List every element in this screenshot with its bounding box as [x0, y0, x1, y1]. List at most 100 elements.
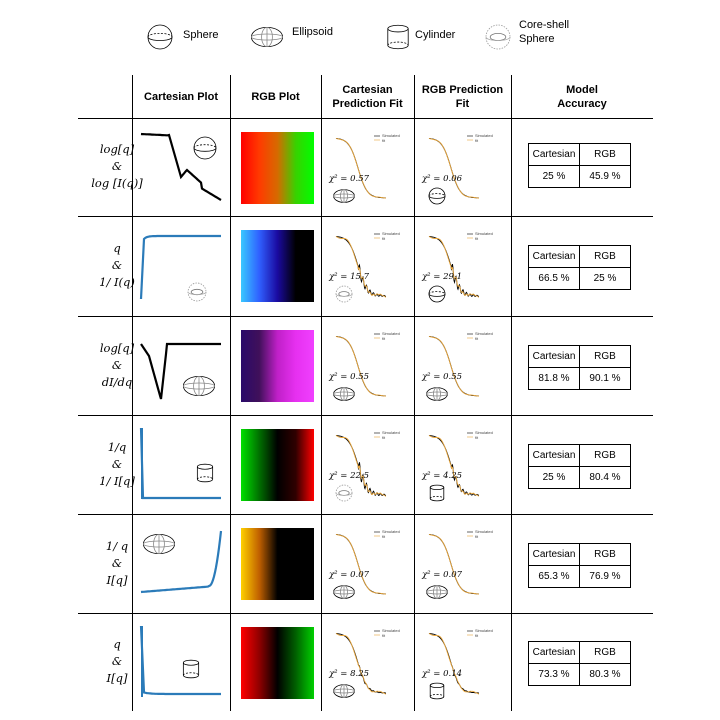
row-divider — [78, 216, 653, 217]
chi-squared-value: χ² = 15.7 — [329, 272, 370, 282]
chi-squared-value: χ² = 8.25 — [329, 669, 370, 679]
legend-fit: fit — [475, 633, 479, 638]
rgb-fit-plot — [428, 135, 480, 205]
legend-label: Ellipsoid — [292, 26, 333, 38]
row-label: q & I[q] — [78, 636, 156, 687]
legend-simulated: Simulated — [382, 331, 400, 336]
simulated-curve — [335, 235, 386, 297]
core-shell-icon — [335, 285, 353, 303]
fit-legend: Simulated fit — [382, 430, 400, 440]
fit-legend: Simulated fit — [382, 133, 400, 143]
chi-squared-value: χ² = 0.06 — [422, 174, 463, 184]
cartesian-accuracy: 25 % — [528, 165, 580, 188]
row-label-line: & — [111, 456, 123, 471]
sphere-icon — [428, 187, 446, 205]
row-divider — [78, 415, 653, 416]
legend-core-shell-sphere: Core-shell Sphere — [483, 14, 593, 60]
header-model-accuracy: Model Accuracy — [557, 84, 607, 110]
legend-simulated: Simulated — [382, 529, 400, 534]
header-cartesian-fit: Cartesian Prediction Fit — [332, 84, 403, 110]
results-table: Cartesian Plot RGB Plot Cartesian Predict… — [78, 75, 653, 711]
fit-legend: Simulated fit — [475, 529, 493, 539]
fit-curve — [335, 335, 387, 397]
column-divider — [414, 75, 415, 711]
cylinder-icon — [387, 24, 409, 50]
fit-curve — [428, 335, 480, 397]
rgb-accuracy: 76.9 % — [579, 564, 631, 588]
accuracy-header-rgb: RGB — [579, 443, 631, 467]
legend-fit: fit — [382, 336, 386, 341]
ellipsoid-icon — [333, 684, 355, 698]
simulated-curve — [335, 632, 386, 694]
fit-curve — [428, 236, 480, 298]
row-label: 1/q & 1/ I[q] — [78, 439, 156, 490]
core-shell-sphere-icon — [485, 24, 511, 50]
ellipsoid-icon — [426, 585, 448, 599]
row-label-line: q — [113, 637, 121, 651]
row-label-line: log[q] — [99, 142, 135, 156]
row-divider — [78, 316, 653, 317]
legend-simulated: Simulated — [475, 231, 493, 236]
column-divider — [511, 75, 512, 711]
rgb-accuracy: 45.9 % — [579, 165, 631, 188]
row-divider — [78, 613, 653, 614]
fit-curve — [335, 633, 387, 695]
simulated-curve — [428, 335, 479, 397]
fit-curve — [428, 435, 480, 497]
accuracy-table: Cartesian RGB 25 % 45.9 % — [528, 143, 631, 188]
rgb-accuracy: 25 % — [579, 267, 631, 290]
chi-squared-value: χ² = 29.1 — [422, 272, 463, 282]
fit-legend: Simulated fit — [475, 133, 493, 143]
fit-legend: Simulated fit — [475, 430, 493, 440]
fit-legend: Simulated fit — [475, 231, 493, 241]
ellipsoid-icon — [426, 387, 448, 401]
fit-curve — [335, 435, 387, 497]
accuracy-header-cartesian: Cartesian — [528, 143, 580, 166]
accuracy-table: Cartesian RGB 81.8 % 90.1 % — [528, 344, 631, 390]
legend-simulated: Simulated — [475, 133, 493, 138]
chi-squared-value: χ² = 0.57 — [329, 174, 370, 184]
rgb-accuracy: 80.4 % — [579, 465, 631, 489]
row-label: q & 1/ I(q) — [78, 240, 156, 291]
accuracy-table: Cartesian RGB 66.5 % 25 % — [528, 245, 631, 290]
cartesian-plot — [139, 427, 221, 500]
header-rgb-plot: RGB Plot — [251, 91, 300, 103]
legend-fit: fit — [475, 435, 479, 440]
accuracy-table: Cartesian RGB 73.3 % 80.3 % — [528, 641, 631, 686]
legend-fit: fit — [382, 435, 386, 440]
simulated-curve — [335, 533, 386, 595]
cartesian-plot — [139, 625, 221, 697]
legend-simulated: Simulated — [475, 529, 493, 534]
column-divider — [230, 75, 231, 711]
ellipsoid-icon — [142, 533, 176, 555]
ellipsoid-icon — [333, 189, 355, 203]
rgb-fit-plot — [428, 432, 480, 502]
legend-label: Core-shell Sphere — [519, 19, 570, 45]
row-label-line: 1/ q — [105, 538, 129, 553]
simulated-curve — [428, 632, 479, 694]
ellipsoid-icon — [183, 376, 216, 397]
simulated-curve — [428, 533, 479, 595]
cylinder-icon — [429, 682, 445, 700]
legend-fit: fit — [382, 633, 386, 638]
legend-simulated: Simulated — [382, 231, 400, 236]
simulated-curve — [428, 137, 479, 199]
cartesian-fit-plot — [335, 233, 387, 303]
row-label-line: 1/ I(q) — [99, 275, 135, 289]
legend-label: Sphere — [183, 29, 219, 41]
row-label-line: & — [111, 357, 123, 372]
cartesian-plot — [140, 132, 222, 201]
simulated-curve — [335, 335, 386, 397]
chi-squared-value: χ² = 0.14 — [422, 669, 463, 679]
row-divider — [78, 514, 653, 515]
accuracy-header-rgb: RGB — [579, 245, 631, 268]
accuracy-header-rgb: RGB — [579, 143, 631, 166]
legend-fit: fit — [475, 236, 479, 241]
row-label-line: & — [111, 654, 123, 668]
cartesian-accuracy: 25 % — [528, 465, 580, 489]
accuracy-table: Cartesian RGB 25 % 80.4 % — [528, 443, 631, 489]
fit-curve — [428, 137, 480, 199]
row-label-line: log [I(q)] — [91, 176, 143, 190]
row-label: log[q] & dI/dq — [78, 340, 156, 391]
simulated-curve — [335, 137, 386, 199]
